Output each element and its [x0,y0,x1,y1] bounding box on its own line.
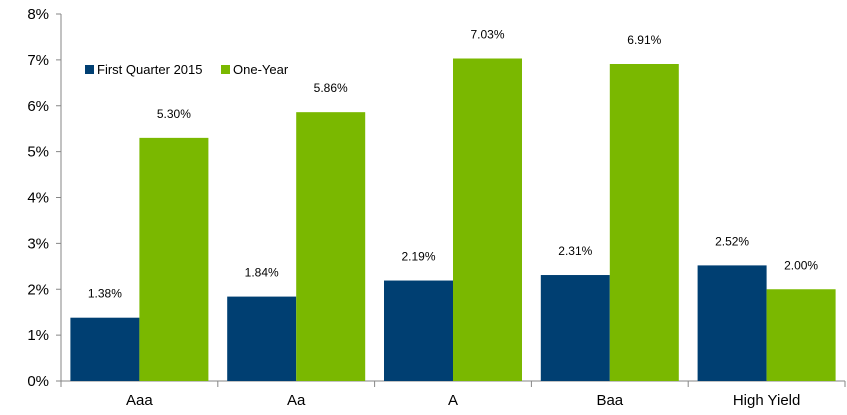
x-category-label: High Yield [733,392,801,409]
bar-aaa-series-0 [70,317,140,381]
y-tick-label: 6% [27,98,49,115]
y-tick-label: 2% [27,281,49,298]
data-label: 1.38% [88,287,122,301]
legend: First Quarter 2015 One-Year [85,62,289,77]
bar-baa-series-0 [540,275,610,381]
legend-entry-label: First Quarter 2015 [97,62,203,77]
bar-aaa-series-1 [139,137,209,381]
data-label: 2.31% [558,244,592,258]
y-tick-label: 5% [27,144,49,161]
legend-swatch [221,65,230,74]
bar-baa-series-1 [609,64,679,381]
data-labels: 1.38% 5.30% 1.84% 5.86% 2.19% 7.03% 2.31% 6.91%… [88,27,819,300]
bars [70,58,836,382]
data-label: 6.91% [627,33,661,47]
x-category-label: Aaa [126,392,153,409]
y-tick-label: 7% [27,52,49,69]
y-tick-label: 3% [27,235,49,252]
bar-high-yield-series-0 [697,265,767,381]
bar-aa-series-1 [296,112,366,382]
data-label: 2.52% [715,234,749,248]
y-tick-label: 8% [27,6,49,23]
y-tick-label: 1% [27,327,49,344]
y-tick-label: 4% [27,190,49,207]
x-category-label: A [448,392,458,409]
bar-a-series-0 [384,280,453,381]
bar-high-yield-series-1 [766,289,836,381]
axes: 0% 1% 2% 3% 4% 5% 6% 7% 8% Aaa Aa A Baa High Yield [27,6,846,409]
data-label: 5.30% [157,107,191,121]
data-label: 2.19% [401,250,435,264]
data-label: 7.03% [470,27,504,41]
x-category-label: Aa [287,392,306,409]
data-label: 5.86% [314,81,348,95]
legend-swatch [85,65,94,74]
data-label: 1.84% [245,266,279,280]
x-category-label: Baa [596,392,623,409]
bar-a-series-1 [453,58,522,381]
y-tick-label: 0% [27,373,49,390]
data-label: 2.00% [784,258,818,272]
bar-aa-series-0 [227,296,297,381]
legend-entry-label: One-Year [233,62,289,77]
